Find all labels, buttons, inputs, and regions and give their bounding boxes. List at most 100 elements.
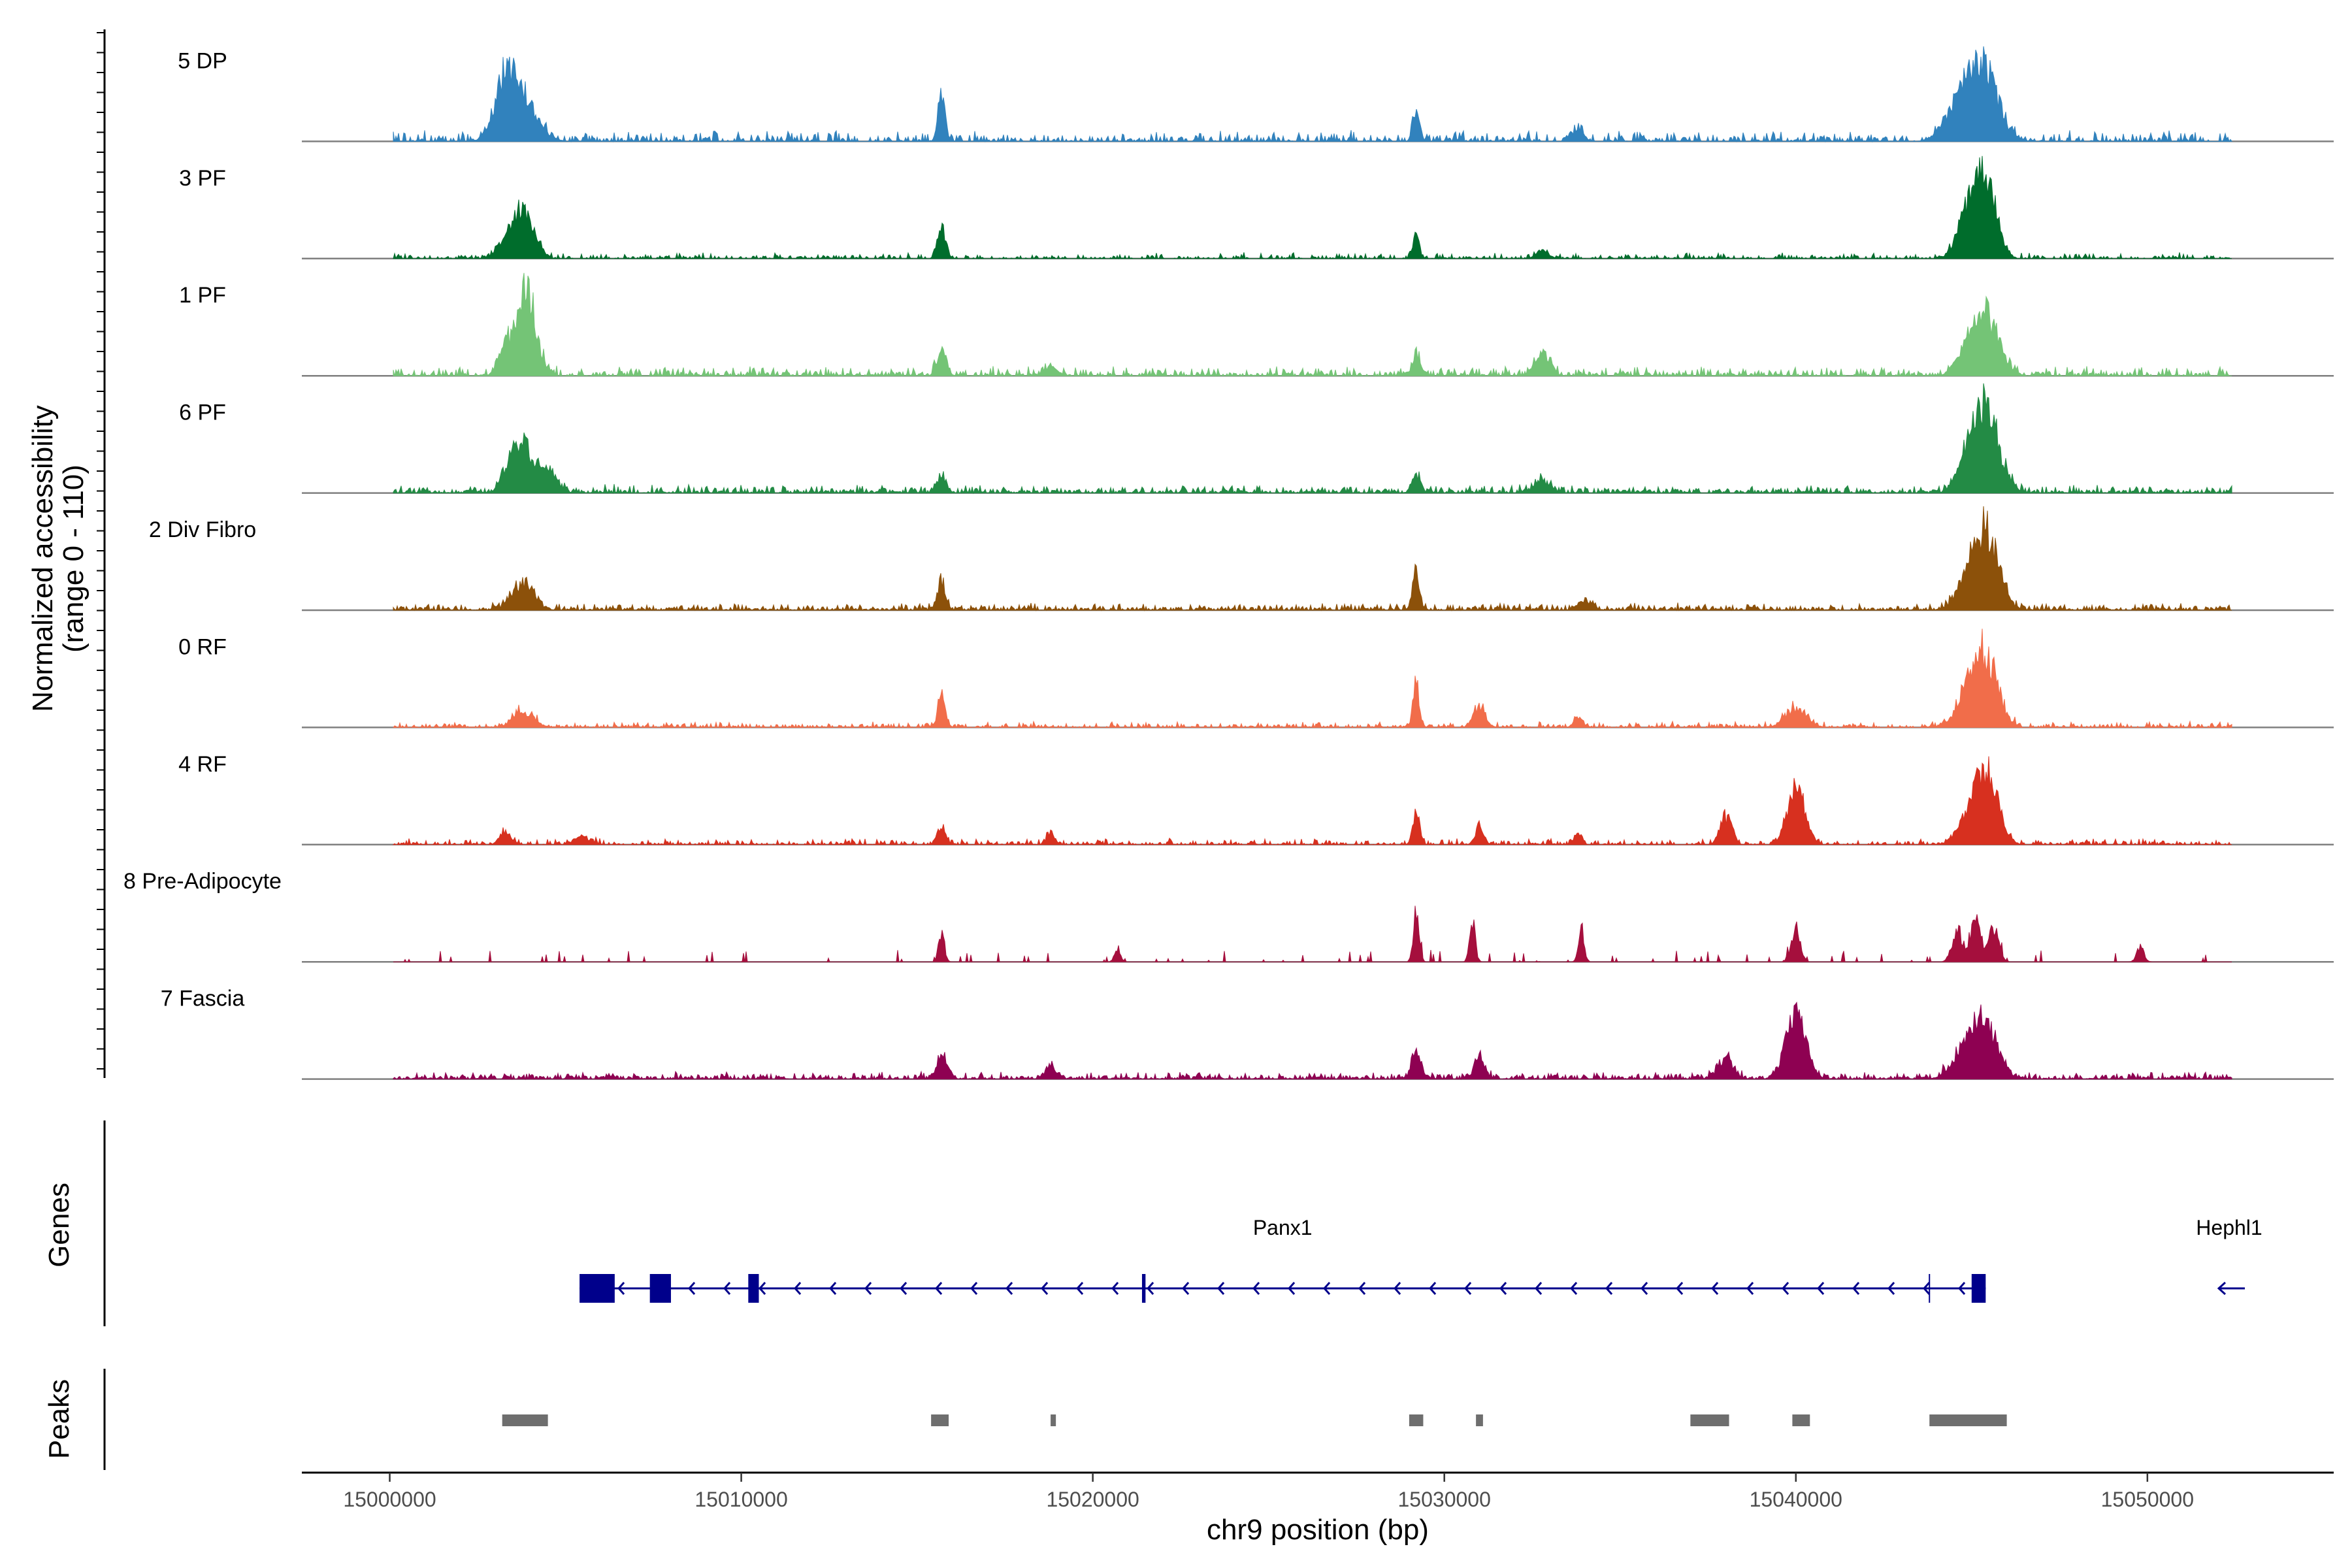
strand-arrow — [1041, 1282, 1049, 1295]
peak-region — [1409, 1414, 1424, 1426]
coverage-y-ticks — [97, 32, 105, 1070]
strand-arrow — [1817, 1282, 1825, 1295]
coverage-area — [393, 155, 2232, 260]
strand-arrow — [1782, 1282, 1789, 1295]
peak-region — [502, 1414, 548, 1426]
peak-region — [1051, 1414, 1056, 1426]
track-6-pf: 6 PF — [179, 383, 2334, 495]
coverage-area — [393, 383, 2232, 495]
strand-arrow — [1887, 1282, 1895, 1295]
track-5-dp: 5 DP — [178, 46, 2334, 143]
track-label: 3 PF — [179, 166, 226, 191]
strand-arrow — [970, 1282, 978, 1295]
strand-arrow — [1147, 1282, 1154, 1295]
strand-arrow — [617, 1282, 625, 1295]
y-axis-title-line2: (range 0 - 110) — [57, 465, 90, 653]
strand-arrow — [723, 1282, 731, 1295]
track-2-div-fibro: 2 Div Fibro — [149, 506, 2334, 612]
coverage-area — [392, 629, 2232, 729]
gene-hephl1: Hephl1 — [2196, 1216, 2262, 1296]
x-tick-label: 15050000 — [2101, 1488, 2194, 1511]
coverage-area — [393, 1001, 2232, 1081]
strand-arrow — [1076, 1282, 1084, 1295]
exon — [748, 1274, 759, 1303]
track-label: 1 PF — [179, 283, 226, 308]
x-axis-ticks: 15000000 15010000 15020000 15030000 15040000… — [343, 1473, 2194, 1511]
exon — [649, 1274, 671, 1303]
genes-panel-label: Genes — [43, 1183, 75, 1267]
strand-arrow — [1641, 1282, 1648, 1295]
strand-arrow — [864, 1282, 872, 1295]
track-label: 2 Div Fibro — [149, 517, 256, 542]
strand-arrow — [935, 1282, 943, 1295]
strand-arrow — [1535, 1282, 1543, 1295]
strand-arrow — [1005, 1282, 1013, 1295]
strand-arrow — [1852, 1282, 1860, 1295]
exon — [580, 1274, 615, 1303]
strand-arrow — [759, 1282, 766, 1295]
track-3-pf: 3 PF — [179, 155, 2334, 260]
strand-arrow — [1288, 1282, 1296, 1295]
strand-arrow — [1499, 1282, 1507, 1295]
peak-region — [931, 1414, 949, 1426]
strand-arrow — [1958, 1282, 1966, 1295]
track-1-pf: 1 PF — [179, 272, 2334, 378]
strand-arrow — [1676, 1282, 1684, 1295]
coverage-tracks: 5 DP 3 PF 1 PF 6 PF 2 Div Fibro 0 RF 4 RF 8 Pre… — [123, 46, 2334, 1081]
track-7-fascia: 7 Fascia — [161, 987, 2334, 1081]
track-label: 6 PF — [179, 400, 226, 425]
strand-arrow — [900, 1282, 907, 1295]
coverage-area — [393, 906, 2232, 964]
strand-arrow — [1711, 1282, 1719, 1295]
strand-arrow — [1429, 1282, 1437, 1295]
coverage-area — [392, 756, 2232, 846]
coverage-area — [393, 272, 2232, 378]
gene-name: Panx1 — [1253, 1216, 1313, 1239]
x-tick-label: 15040000 — [1750, 1488, 1842, 1511]
coverage-area — [393, 506, 2232, 612]
strand-arrow — [1358, 1282, 1366, 1295]
strand-arrow — [1111, 1282, 1119, 1295]
strand-arrow — [1217, 1282, 1225, 1295]
x-tick-label: 15010000 — [694, 1488, 787, 1511]
track-0-rf: 0 RF — [178, 629, 2334, 729]
strand-arrow — [1605, 1282, 1613, 1295]
peaks-panel-label: Peaks — [43, 1379, 75, 1459]
track-label: 8 Pre-Adipocyte — [123, 869, 282, 894]
strand-arrow — [2217, 1281, 2227, 1296]
strand-arrow — [1923, 1282, 1931, 1295]
track-label: 7 Fascia — [161, 987, 245, 1011]
track-label: 5 DP — [178, 48, 227, 73]
coverage-area — [393, 46, 2232, 143]
strand-arrow — [1182, 1282, 1190, 1295]
track-4-rf: 4 RF — [178, 752, 2334, 846]
exon — [1141, 1274, 1146, 1303]
strand-arrow — [1570, 1282, 1578, 1295]
strand-arrow — [688, 1282, 696, 1295]
peak-region — [1929, 1414, 2007, 1426]
strand-arrow — [794, 1282, 802, 1295]
gene-name: Hephl1 — [2196, 1216, 2262, 1239]
peak-regions — [502, 1414, 2007, 1426]
x-tick-label: 15030000 — [1398, 1488, 1491, 1511]
exon — [1971, 1274, 1986, 1303]
peak-region — [1476, 1414, 1483, 1426]
peak-region — [1690, 1414, 1729, 1426]
strand-arrow — [1746, 1282, 1754, 1295]
strand-arrow — [829, 1282, 837, 1295]
x-tick-label: 15020000 — [1046, 1488, 1139, 1511]
x-axis-title: chr9 position (bp) — [1207, 1514, 1429, 1546]
x-tick-label: 15000000 — [343, 1488, 436, 1511]
gene-annotations: Panx1 Hephl1 — [580, 1216, 2262, 1303]
strand-arrow — [1252, 1282, 1260, 1295]
track-label: 0 RF — [178, 634, 227, 659]
track-label: 4 RF — [178, 752, 227, 777]
gene-panx1: Panx1 — [580, 1216, 1986, 1303]
strand-arrow — [1323, 1282, 1331, 1295]
y-axis-title-line1: Normalized accessibility — [27, 405, 59, 711]
peak-region — [1792, 1414, 1810, 1426]
strand-arrow — [1394, 1282, 1401, 1295]
track-8-pre-adipocyte: 8 Pre-Adipocyte — [123, 869, 2334, 964]
strand-arrow — [1464, 1282, 1472, 1295]
